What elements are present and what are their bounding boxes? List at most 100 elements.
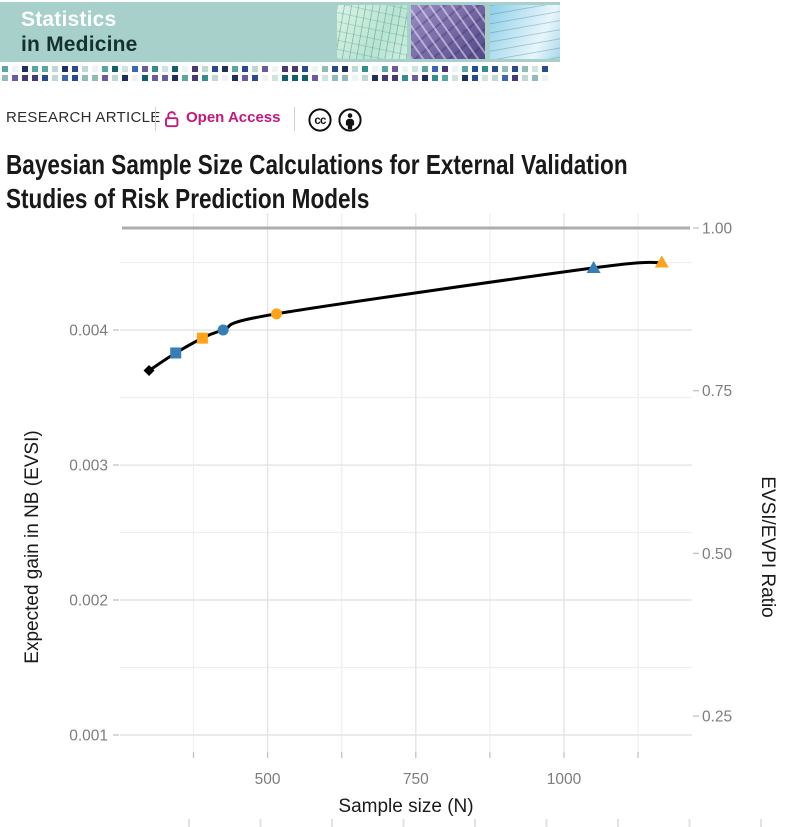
mosaic-square xyxy=(222,66,228,72)
mosaic-square xyxy=(442,75,448,81)
open-access-label[interactable]: Open Access xyxy=(186,109,281,126)
right-y-axis-title: EVSI/EVPI Ratio xyxy=(757,476,778,618)
mosaic-square xyxy=(122,66,128,72)
journal-logo: Statistics in Medicine xyxy=(21,8,138,57)
mosaic-square xyxy=(342,66,348,72)
y-axis-tick-label: 0.003 xyxy=(69,458,108,475)
journal-name-line2: in Medicine xyxy=(21,33,138,56)
mosaic-square xyxy=(222,75,228,81)
mosaic-square xyxy=(2,66,8,72)
mosaic-square xyxy=(142,75,148,81)
mosaic-square xyxy=(122,75,128,81)
x-axis-tick-label: 750 xyxy=(403,771,429,788)
mosaic-square xyxy=(282,75,288,81)
mosaic-square xyxy=(32,66,38,72)
mosaic-square xyxy=(472,66,478,72)
mosaic-square xyxy=(62,66,68,72)
mosaic-square xyxy=(12,75,18,81)
cc-by-icon[interactable] xyxy=(337,107,363,138)
mosaic-square xyxy=(442,66,448,72)
mosaic-square xyxy=(252,66,258,72)
mosaic-square xyxy=(542,75,548,81)
mosaic-square xyxy=(342,75,348,81)
data-point-triangle xyxy=(654,255,669,268)
mosaic-square xyxy=(2,75,8,81)
mosaic-square xyxy=(482,75,488,81)
banner-sketch-tile-image xyxy=(337,5,407,59)
cc-license-icon[interactable]: cc xyxy=(307,107,333,138)
mosaic-square xyxy=(332,75,338,81)
mosaic-square xyxy=(512,75,518,81)
mosaic-square xyxy=(272,75,278,81)
x-axis-tick-label: 500 xyxy=(255,771,281,788)
mosaic-square xyxy=(302,66,308,72)
data-point-square xyxy=(196,332,208,344)
mosaic-square xyxy=(462,75,468,81)
article-title-line1: Bayesian Sample Size Calculations for Ex… xyxy=(6,149,628,180)
mosaic-square xyxy=(212,66,218,72)
mosaic-square xyxy=(162,75,168,81)
data-point-circle xyxy=(270,308,282,320)
mosaic-square xyxy=(62,75,68,81)
mosaic-square xyxy=(392,75,398,81)
svg-text:cc: cc xyxy=(314,115,327,127)
mosaic-square xyxy=(522,66,528,72)
mosaic-square xyxy=(412,66,418,72)
data-point-triangle xyxy=(586,260,601,273)
mosaic-square xyxy=(142,66,148,72)
data-point-circle xyxy=(217,324,229,336)
mosaic-row xyxy=(2,66,558,72)
mosaic-square xyxy=(42,75,48,81)
mosaic-square xyxy=(242,66,248,72)
mosaic-square xyxy=(422,66,428,72)
mosaic-square xyxy=(182,66,188,72)
mosaic-square xyxy=(22,75,28,81)
x-axis-title: Sample size (N) xyxy=(338,796,473,817)
mosaic-square xyxy=(292,66,298,72)
mosaic-square xyxy=(32,75,38,81)
meta-divider xyxy=(294,107,295,131)
mosaic-square xyxy=(152,66,158,72)
left-y-axis-title: Expected gain in NB (EVSI) xyxy=(22,430,43,663)
data-point-square xyxy=(170,347,182,359)
mosaic-square xyxy=(282,66,288,72)
mosaic-square xyxy=(162,66,168,72)
mosaic-square xyxy=(212,75,218,81)
right-axis-tick-label: 1.00 xyxy=(702,221,733,238)
mosaic-square xyxy=(332,66,338,72)
mosaic-square xyxy=(402,75,408,81)
open-lock-icon xyxy=(164,110,180,133)
mosaic-square xyxy=(132,75,138,81)
article-title-line2: Studies of Risk Prediction Models xyxy=(6,183,370,214)
mosaic-square xyxy=(482,66,488,72)
right-axis-tick-label: 0.75 xyxy=(702,383,732,400)
mosaic-strip xyxy=(2,66,558,84)
mosaic-square xyxy=(402,66,408,72)
mosaic-square xyxy=(532,75,538,81)
mosaic-square xyxy=(522,75,528,81)
mosaic-square xyxy=(72,66,78,72)
mosaic-square xyxy=(202,75,208,81)
mosaic-square xyxy=(362,66,368,72)
mosaic-square xyxy=(112,75,118,81)
mosaic-square xyxy=(112,66,118,72)
mosaic-square xyxy=(132,66,138,72)
mosaic-square xyxy=(82,75,88,81)
mosaic-square xyxy=(382,75,388,81)
mosaic-square xyxy=(272,66,278,72)
mosaic-square xyxy=(192,66,198,72)
meta-divider xyxy=(155,107,156,131)
mosaic-square xyxy=(12,66,18,72)
mosaic-square xyxy=(82,66,88,72)
right-axis-tick-label: 0.50 xyxy=(702,546,733,563)
mosaic-square xyxy=(452,66,458,72)
mosaic-square xyxy=(102,66,108,72)
mosaic-square xyxy=(72,75,78,81)
mosaic-square xyxy=(192,75,198,81)
mosaic-square xyxy=(172,66,178,72)
mosaic-square xyxy=(322,66,328,72)
mosaic-square xyxy=(352,66,358,72)
mosaic-square xyxy=(412,75,418,81)
mosaic-square xyxy=(202,66,208,72)
